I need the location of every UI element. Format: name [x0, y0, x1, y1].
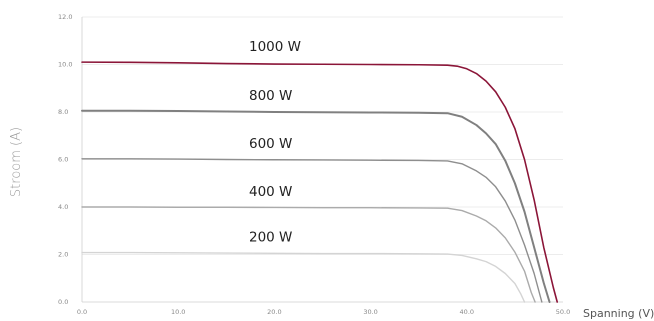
series-layer: [81, 61, 559, 303]
y-tick-label: 2.0: [58, 251, 68, 259]
series-label-layer: 1000 W 800 W 600 W 400 W 200 W: [249, 39, 301, 245]
x-tick-label: 10.0: [171, 308, 185, 316]
x-tick-label: 30.0: [363, 308, 377, 316]
series-line-800w: [81, 109, 551, 303]
y-tick-label: 0.0: [58, 298, 68, 306]
series-line-400w: [81, 206, 536, 303]
series-label: 600 W: [249, 136, 292, 152]
y-tick-label: 10.0: [58, 61, 72, 69]
tick-layer: 0.0 2.0 4.0 6.0 8.0 10.0 12.0 0.0 10.0 20.0 30.0 40…: [58, 13, 570, 316]
y-tick-label: 8.0: [58, 108, 68, 116]
x-tick-label: 0.0: [77, 308, 87, 316]
series-line-600w: [81, 158, 543, 303]
y-tick-label: 6.0: [58, 156, 68, 164]
series-line-1000w: [81, 61, 559, 303]
x-tick-label: 20.0: [267, 308, 281, 316]
x-axis-label: Spanning (V): [583, 307, 654, 320]
series-line-200w: [81, 251, 526, 303]
x-tick-label: 40.0: [460, 308, 474, 316]
y-tick-label: 4.0: [58, 203, 68, 211]
series-label: 400 W: [249, 184, 292, 200]
series-label: 800 W: [249, 88, 292, 104]
x-tick-label: 50.0: [556, 308, 570, 316]
y-tick-label: 12.0: [58, 13, 72, 21]
series-label: 1000 W: [249, 39, 301, 55]
y-axis-label: Stroom (A): [9, 127, 24, 197]
series-label: 200 W: [249, 230, 292, 246]
